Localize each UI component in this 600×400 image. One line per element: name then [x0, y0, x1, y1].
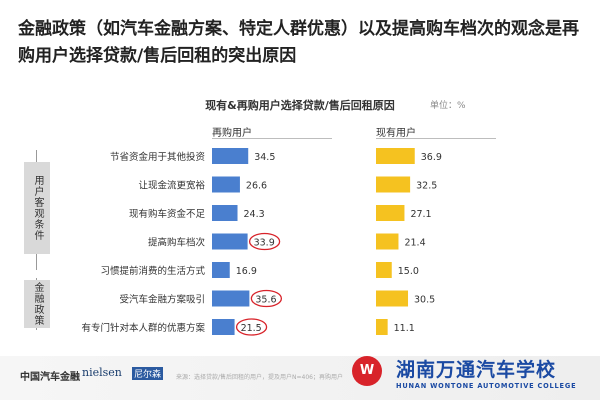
group-label-finance-policy: 金融政策 [24, 280, 50, 328]
existing-bar [376, 290, 409, 307]
china-auto-finance-logo: 中国汽车金融 [20, 372, 80, 383]
repurchase-value-label: 33.9 [254, 238, 275, 249]
existing-bar [376, 148, 415, 164]
nielsen-cn-logo: 尼尔森 [132, 367, 164, 380]
category-label: 习惯提前消费的生活方式 [100, 265, 205, 277]
existing-value-label: 27.1 [410, 209, 431, 220]
series-header-rule [212, 138, 332, 139]
series-header-existing: 现有用户 [376, 128, 416, 139]
repurchase-bar [212, 262, 230, 278]
repurchase-value-label: 34.5 [254, 152, 275, 163]
repurchase-value-label: 21.5 [241, 323, 262, 334]
existing-value-label: 30.5 [414, 295, 435, 306]
highlight-circle [248, 232, 281, 251]
existing-bar [376, 176, 411, 193]
repurchase-bar [212, 176, 240, 193]
repurchase-value-label: 35.6 [255, 295, 276, 306]
footer-band [0, 356, 600, 400]
category-label: 有专门针对本人群的优惠方案 [81, 322, 205, 334]
existing-value-label: 32.5 [416, 181, 437, 192]
highlight-circle [235, 318, 268, 336]
existing-bar [376, 233, 399, 250]
school-logo-icon: W [352, 356, 382, 386]
existing-bar [376, 262, 392, 278]
category-label: 节省资金用于其他投资 [110, 151, 206, 163]
series-header-rule [376, 138, 496, 139]
existing-bar [376, 319, 388, 335]
chart-title: 现有&再购用户选择贷款/售后回租原因 [205, 99, 395, 112]
repurchase-bar [212, 205, 238, 221]
nielsen-logo: nielsen [82, 366, 122, 379]
unit-label: 单位：% [430, 101, 466, 111]
category-label: 现有购车资金不足 [129, 208, 206, 220]
existing-value-label: 36.9 [421, 152, 442, 163]
series-header-repurchase: 再购用户 [212, 128, 252, 139]
category-label: 受汽车金融方案吸引 [119, 294, 205, 306]
repurchase-bar [212, 148, 249, 164]
repurchase-value-label: 24.3 [244, 209, 265, 220]
highlight-circle [250, 289, 283, 308]
repurchase-value-label: 16.9 [236, 266, 257, 277]
existing-value-label: 11.1 [394, 323, 415, 334]
category-label: 提高购车档次 [148, 237, 206, 249]
source-note: 来源：选择贷款/售后回租的用户，提及用户N=406；再购用户 [176, 374, 343, 381]
repurchase-bar [212, 233, 248, 250]
school-name-en: HUNAN WONTONE AUTOMOTIVE COLLEGE [396, 382, 577, 390]
category-label: 让现金流更宽裕 [138, 180, 205, 192]
repurchase-bar [212, 290, 250, 307]
school-name-cn: 湖南万通汽车学校 [396, 359, 557, 381]
existing-bar [376, 205, 405, 221]
existing-value-label: 15.0 [398, 266, 419, 277]
repurchase-value-label: 26.6 [246, 181, 267, 192]
repurchase-bar [212, 319, 235, 335]
existing-value-label: 21.4 [404, 238, 425, 249]
page-headline: 金融政策（如汽车金融方案、特定人群优惠）以及提高购车档次的观念是再购用户选择贷款… [18, 19, 579, 66]
group-label-user-conditions: 用户客观条件 [24, 162, 50, 254]
